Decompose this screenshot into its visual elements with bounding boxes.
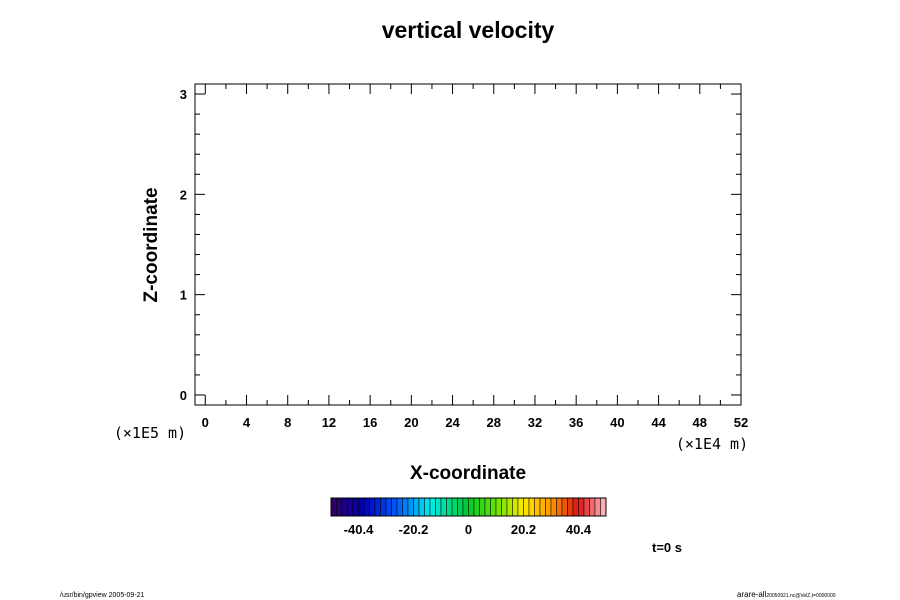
colorbar-tick-label: -40.4	[344, 522, 374, 537]
x-tick-label: 16	[363, 415, 377, 430]
colorbar-cell	[429, 497, 436, 517]
colorbar-cell	[534, 497, 541, 517]
y-tick-label: 1	[180, 288, 187, 303]
colorbar-cell	[506, 497, 513, 517]
colorbar-cell	[440, 497, 447, 517]
x-tick-label: 4	[243, 415, 251, 430]
colorbar-cell	[550, 497, 557, 517]
x-scale-label: (×1E4 m)	[676, 435, 748, 453]
y-tick-labels: 0 1 2 3	[180, 87, 187, 403]
colorbar-cell	[512, 497, 519, 517]
colorbar-cell	[374, 497, 381, 517]
colorbar-cell	[561, 497, 568, 517]
colorbar-cell	[435, 497, 442, 517]
colorbar-cell	[424, 497, 431, 517]
colorbar-cell	[462, 497, 469, 517]
x-tick-label: 40	[610, 415, 624, 430]
colorbar-frame	[330, 497, 607, 517]
colorbar-cell	[451, 497, 458, 517]
x-tick-label: 24	[445, 415, 460, 430]
colorbar-cell	[380, 497, 387, 517]
x-tick-label: 48	[693, 415, 707, 430]
colorbar	[330, 497, 607, 517]
colorbar-cell	[347, 497, 354, 517]
colorbar-cell	[490, 497, 497, 517]
axis-ticks	[195, 84, 742, 405]
colorbar-cell	[352, 497, 359, 517]
colorbar-tick-label: 0	[465, 522, 472, 537]
colorbar-cell	[501, 497, 508, 517]
plot-frame	[194, 83, 742, 406]
x-tick-label: 32	[528, 415, 542, 430]
footer-right-main: arare-all	[737, 590, 767, 599]
time-label: t=0 s	[652, 540, 682, 555]
colorbar-cell	[336, 497, 343, 517]
colorbar-tick-label: 20.2	[511, 522, 536, 537]
colorbar-cell	[600, 497, 607, 517]
x-tick-label: 12	[322, 415, 336, 430]
colorbar-cell	[407, 497, 414, 517]
colorbar-cell	[391, 497, 398, 517]
chart-title: vertical velocity	[382, 17, 555, 43]
colorbar-cell	[330, 497, 337, 517]
footer-right-small: 20050921.nc@VelZ,t=0000000	[766, 593, 835, 599]
colorbar-cell	[484, 497, 491, 517]
colorbar-cell	[589, 497, 596, 517]
colorbar-cell	[479, 497, 486, 517]
colorbar-tick-label: 40.4	[566, 522, 592, 537]
colorbar-cell	[341, 497, 348, 517]
colorbar-cell	[358, 497, 365, 517]
x-tick-label: 20	[404, 415, 418, 430]
colorbar-cell	[446, 497, 453, 517]
colorbar-cell	[468, 497, 475, 517]
colorbar-cell	[402, 497, 409, 517]
y-axis-label: Z-coordinate	[141, 187, 162, 302]
colorbar-cell	[545, 497, 552, 517]
x-tick-label: 44	[651, 415, 666, 430]
colorbar-cell	[396, 497, 403, 517]
colorbar-cell	[385, 497, 392, 517]
x-axis-label: X-coordinate	[410, 463, 526, 484]
y-tick-label: 0	[180, 388, 187, 403]
colorbar-cell	[556, 497, 563, 517]
x-tick-label: 28	[487, 415, 501, 430]
colorbar-cell	[572, 497, 579, 517]
footer-left: /usr/bin/gpview 2005-09-21	[60, 592, 145, 599]
y-tick-label: 2	[180, 187, 187, 202]
x-tick-labels: 0 4 8 12 16 20 24 28 32 36 40 44 48 52	[202, 415, 749, 430]
colorbar-cell	[523, 497, 530, 517]
colorbar-cell	[517, 497, 524, 517]
colorbar-cell	[457, 497, 464, 517]
colorbar-cell	[567, 497, 574, 517]
y-scale-label: (×1E5 m)	[114, 424, 186, 442]
x-tick-label: 36	[569, 415, 583, 430]
colorbar-cell	[528, 497, 535, 517]
colorbar-cell	[473, 497, 480, 517]
colorbar-cell	[495, 497, 502, 517]
colorbar-tick-label: -20.2	[399, 522, 429, 537]
colorbar-cell	[578, 497, 585, 517]
colorbar-cell	[418, 497, 425, 517]
colorbar-cell	[583, 497, 590, 517]
y-tick-label: 3	[180, 87, 187, 102]
x-tick-label: 8	[284, 415, 291, 430]
footer-right: arare-all20050921.nc@VelZ,t=0000000	[737, 590, 836, 599]
x-tick-label: 52	[734, 415, 748, 430]
colorbar-cell	[363, 497, 370, 517]
colorbar-cell	[369, 497, 376, 517]
x-tick-label: 0	[202, 415, 209, 430]
colorbar-tick-labels: -40.4 -20.2 0 20.2 40.4	[344, 522, 592, 537]
colorbar-cell	[594, 497, 601, 517]
colorbar-cell	[539, 497, 546, 517]
colorbar-cell	[413, 497, 420, 517]
